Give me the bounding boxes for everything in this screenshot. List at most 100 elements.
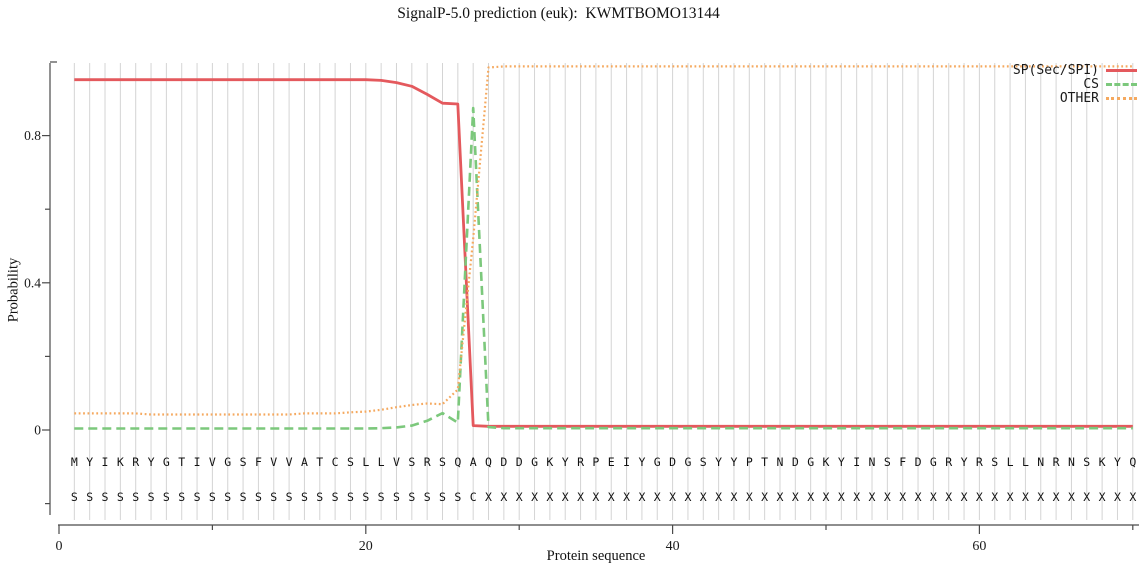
svg-text:X: X [991,490,998,504]
svg-text:X: X [1022,490,1029,504]
svg-text:P: P [592,455,599,469]
svg-text:I: I [102,455,109,469]
series-sp-line [74,78,1133,428]
svg-text:I: I [194,455,201,469]
svg-text:X: X [915,490,922,504]
svg-text:V: V [209,455,216,469]
svg-text:G: G [654,455,661,469]
svg-text:X: X [654,490,661,504]
svg-text:X: X [1099,490,1106,504]
svg-text:D: D [669,455,676,469]
svg-text:Y: Y [715,455,722,469]
svg-text:Y: Y [1114,455,1121,469]
legend: SP(Sec/SPI) CS OTHER [1013,63,1137,106]
svg-text:X: X [730,490,737,504]
svg-text:Q: Q [485,455,492,469]
svg-text:S: S [884,455,891,469]
svg-text:S: S [332,490,339,504]
svg-text:S: S [700,455,707,469]
svg-text:S: S [347,455,354,469]
svg-text:G: G [531,455,538,469]
svg-text:L: L [362,455,369,469]
svg-text:T: T [178,455,185,469]
svg-text:K: K [1099,455,1106,469]
svg-text:K: K [117,455,124,469]
svg-text:X: X [792,490,799,504]
svg-text:S: S [362,490,369,504]
svg-text:R: R [424,455,431,469]
svg-text:E: E [608,455,615,469]
svg-text:L: L [378,455,385,469]
svg-text:N: N [869,455,876,469]
svg-text:S: S [424,490,431,504]
svg-text:X: X [684,490,691,504]
svg-text:F: F [255,455,262,469]
svg-text:X: X [562,490,569,504]
svg-text:S: S [117,490,124,504]
svg-text:X: X [976,490,983,504]
svg-text:D: D [792,455,799,469]
svg-text:X: X [1114,490,1121,504]
svg-text:L: L [1022,455,1029,469]
svg-text:V: V [286,455,293,469]
svg-text:X: X [1129,490,1136,504]
svg-text:S: S [132,490,139,504]
series-cs-line [74,106,1133,430]
svg-text:D: D [915,455,922,469]
svg-text:X: X [746,490,753,504]
x-axis: 0 20 40 60 [56,524,1139,554]
svg-text:N: N [777,455,784,469]
svg-text:0: 0 [56,539,63,554]
svg-text:S: S [240,490,247,504]
svg-text:X: X [638,490,645,504]
svg-text:X: X [761,490,768,504]
svg-text:X: X [899,490,906,504]
svg-text:X: X [1007,490,1014,504]
svg-text:X: X [516,490,523,504]
svg-text:20: 20 [359,539,373,554]
svg-text:K: K [546,455,553,469]
svg-text:X: X [1068,490,1075,504]
svg-text:Q: Q [454,455,461,469]
svg-text:S: S [240,455,247,469]
svg-text:X: X [700,490,707,504]
svg-text:C: C [332,455,339,469]
svg-text:S: S [1083,455,1090,469]
svg-text:S: S [148,490,155,504]
svg-text:Y: Y [148,455,155,469]
svg-text:S: S [378,490,385,504]
svg-text:G: G [224,455,231,469]
svg-text:S: S [255,490,262,504]
svg-text:X: X [485,490,492,504]
svg-text:S: S [71,490,78,504]
svg-text:N: N [1068,455,1075,469]
svg-text:S: S [209,490,216,504]
svg-text:X: X [1037,490,1044,504]
svg-text:S: S [194,490,201,504]
svg-text:S: S [408,490,415,504]
svg-text:S: S [439,490,446,504]
svg-text:Y: Y [838,455,845,469]
legend-line-sample-cs [1106,82,1137,86]
svg-text:X: X [592,490,599,504]
svg-text:X: X [669,490,676,504]
svg-text:G: G [930,455,937,469]
svg-text:S: S [454,490,461,504]
legend-line-sample-other [1106,96,1137,100]
svg-text:X: X [546,490,553,504]
svg-text:S: S [393,490,400,504]
svg-text:M: M [71,455,78,469]
legend-item-cs: CS [1013,77,1137,92]
svg-text:F: F [899,455,906,469]
svg-text:X: X [869,490,876,504]
svg-text:I: I [853,455,860,469]
svg-text:S: S [408,455,415,469]
svg-text:S: S [178,490,185,504]
svg-text:Y: Y [86,455,93,469]
svg-text:X: X [777,490,784,504]
svg-text:G: G [807,455,814,469]
svg-text:R: R [577,455,584,469]
